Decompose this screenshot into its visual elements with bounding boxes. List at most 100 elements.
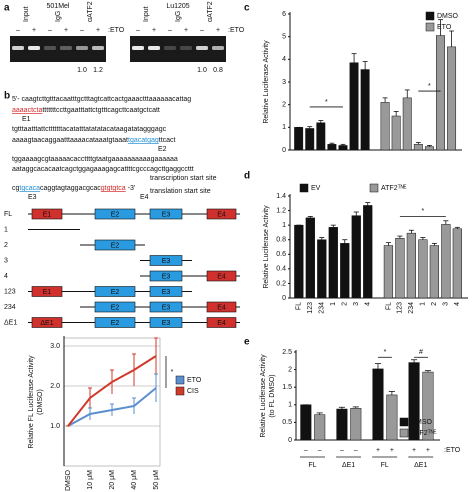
sequence-mark: E1 (22, 116, 31, 123)
bar (372, 368, 384, 441)
exon-box (149, 317, 183, 328)
legend-label: ATF2ᵀᴺᴱ (381, 185, 407, 192)
bar (327, 144, 337, 151)
legend-swatch (175, 375, 185, 385)
exon-box (206, 301, 237, 313)
eto-label: :ETO (444, 447, 461, 454)
gel-band (44, 46, 56, 50)
y-tick-label: 0 (288, 437, 292, 444)
sequence-segment: aataggcacacaatcagctggagaaagagcattttcgccc… (12, 166, 194, 173)
y-tick-label: 5 (282, 34, 286, 41)
construct-label: 1 (4, 226, 8, 233)
lane-label: Input (143, 6, 150, 22)
construct-label: 4 (4, 273, 8, 280)
eto-sign: – (304, 447, 308, 454)
y-axis-label: Relative Luciferase Activity (263, 40, 270, 124)
gel-band (180, 46, 192, 50)
gel-band (92, 46, 104, 50)
gel-band (12, 46, 24, 50)
y-tick-label: 3.0 (50, 343, 60, 350)
x-tick-label: 4 (454, 302, 461, 306)
bar (424, 146, 434, 151)
eto-sign: – (48, 27, 52, 34)
bar (294, 224, 304, 299)
sequence-segment: tgacatgag (128, 137, 159, 144)
sequence-line: 5'- caagtcttgtttacaatttgctttagtcattcactg… (12, 96, 191, 103)
plot-frame (63, 337, 161, 467)
eto-sign: – (354, 447, 358, 454)
x-tick-label: FL (308, 462, 316, 469)
panel-label: e (244, 337, 250, 348)
bar (349, 62, 359, 151)
sequence-segment: tgcaca (19, 185, 40, 192)
exon-box (31, 317, 63, 328)
bar (429, 245, 439, 299)
sequence-line: aaaactctatttttttccttgaatttattctgtttcagct… (12, 107, 160, 114)
exon-box (149, 286, 183, 297)
bar (383, 245, 394, 299)
sequence-line: aataggcacacaatcagctggagaaagagcattttcgccc… (12, 166, 194, 173)
legend-swatch (425, 22, 435, 32)
lane-label: Input (23, 6, 30, 22)
exon-box (149, 255, 183, 266)
panel-label: b (4, 91, 10, 102)
exon-label: E2 (111, 304, 120, 311)
panel-label: c (244, 3, 250, 14)
legend-label: ATF2ᵀᴺᴱ (411, 430, 437, 437)
sequence-segment: -3' (126, 185, 136, 192)
exon-label: E3 (162, 273, 171, 280)
bar (316, 122, 326, 151)
sequence-segment: cg (12, 185, 20, 192)
significance-mark: * (422, 208, 425, 215)
lane-label: αATF2 (207, 1, 214, 22)
bar (336, 408, 348, 441)
bar (350, 408, 362, 441)
panel-label: d (244, 171, 250, 182)
x-tick-label: FL (385, 302, 392, 310)
sequence-mark: E3 (28, 194, 37, 201)
y-tick-label: 2 (282, 102, 286, 109)
eto-sign: – (136, 27, 140, 34)
gel-band (28, 46, 40, 50)
construct-label: ΔE1 (4, 319, 17, 326)
exon-label: E4 (217, 320, 226, 327)
bar (395, 238, 405, 299)
eto-sign: + (96, 27, 100, 34)
sequence-segment: tttttttccttgaatttattctgtttcagcttcaatgctc… (42, 107, 160, 114)
bar (314, 414, 326, 441)
sequence-segment: tggaaaagcgtaaaaacaccttttgtaatgaaaaaaaaaa… (12, 156, 178, 163)
exon-box (31, 208, 63, 220)
exon-box (206, 270, 237, 282)
sequence-line: aaaagtaacaggaatttaaaacataaatgtaaattgacat… (12, 137, 176, 144)
exon-label: E1 (43, 289, 52, 296)
eto-sign: + (426, 447, 430, 454)
eto-sign: – (80, 27, 84, 34)
bar (408, 362, 420, 441)
bar (328, 227, 338, 299)
exon-label: E3 (162, 258, 171, 265)
bar (386, 394, 398, 441)
sequence-line: cgtgcacacaggtagtaggacgcacgtgtgtca -3' (12, 185, 135, 192)
sequence-segment: aaaagtaacaggaatttaaaacataaatgtaaat (12, 137, 128, 144)
bar (360, 69, 370, 151)
legend-label: ETO (187, 377, 202, 384)
gel-band (60, 46, 72, 50)
y-tick-label: 1 (282, 124, 286, 131)
y-tick-label: 1 (288, 402, 292, 409)
sequence-mark: E4 (140, 194, 149, 201)
bar (402, 97, 412, 151)
y-tick-label: 0 (282, 147, 286, 154)
legend-swatch (399, 417, 409, 427)
exon-label: E4 (217, 211, 226, 218)
legend-swatch (175, 386, 185, 396)
exon-label: E3 (162, 320, 171, 327)
quantification: 0.8 (213, 67, 223, 74)
x-tick-label: FL (296, 302, 303, 310)
significance-mark: * (384, 349, 387, 356)
y-tick-label: 1.5 (282, 384, 292, 391)
legend-label: ETO (437, 24, 452, 31)
sequence-segment: ttcact (159, 137, 176, 144)
legend-label: DMSO (411, 419, 433, 426)
